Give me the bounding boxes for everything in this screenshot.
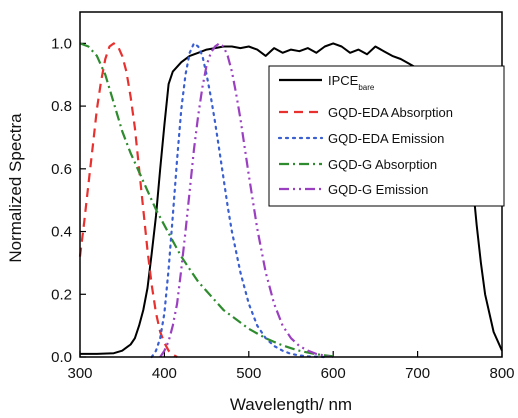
- legend: IPCEbare GQD-EDA Absorption GQD-EDA Emis…: [268, 65, 505, 207]
- y-tick-label: 0.0: [51, 349, 72, 366]
- legend-label-gqd-eda-absorption: GQD-EDA Absorption: [328, 105, 453, 120]
- y-tick-label: 0.8: [51, 98, 72, 115]
- legend-label-gqd-g-emission: GQD-G Emission: [328, 182, 428, 197]
- legend-box: [268, 65, 505, 207]
- y-tick-label: 1.0: [51, 35, 72, 52]
- legend-label-gqd-eda-emission: GQD-EDA Emission: [328, 131, 444, 146]
- x-tick-label: 700: [405, 365, 430, 382]
- x-tick-label: 800: [489, 365, 514, 382]
- legend-label-ipce: IPCEbare: [328, 73, 375, 92]
- series-line-gqd-g-emission: [159, 42, 334, 359]
- y-tick-label: 0.4: [51, 224, 72, 241]
- legend-label-gqd-g-absorption: GQD-G Absorption: [328, 157, 437, 172]
- legend-label-ipce-main: IPCE: [328, 73, 359, 88]
- x-axis-title: Wavelength/ nm: [230, 395, 352, 414]
- y-tick-label: 0.2: [51, 286, 72, 303]
- y-tick-label: 0.6: [51, 161, 72, 178]
- x-tick-label: 600: [321, 365, 346, 382]
- ticks-layer: 300 400 500 600 700 800 0.0 0.2 0.4 0.6 0.8 1.0: [51, 35, 514, 382]
- series-line-gqd-eda-absorption: [78, 42, 178, 358]
- x-tick-label: 400: [152, 365, 177, 382]
- legend-label-ipce-sub: bare: [358, 83, 375, 92]
- x-tick-label: 300: [67, 365, 92, 382]
- y-axis-title: Normalized Spectra: [6, 113, 25, 263]
- x-tick-label: 500: [236, 365, 261, 382]
- series-line-gqd-g-absorption: [79, 42, 334, 358]
- series-line-gqd-eda-emission: [150, 42, 326, 359]
